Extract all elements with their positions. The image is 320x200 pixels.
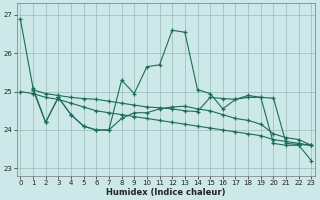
X-axis label: Humidex (Indice chaleur): Humidex (Indice chaleur) [106,188,226,197]
